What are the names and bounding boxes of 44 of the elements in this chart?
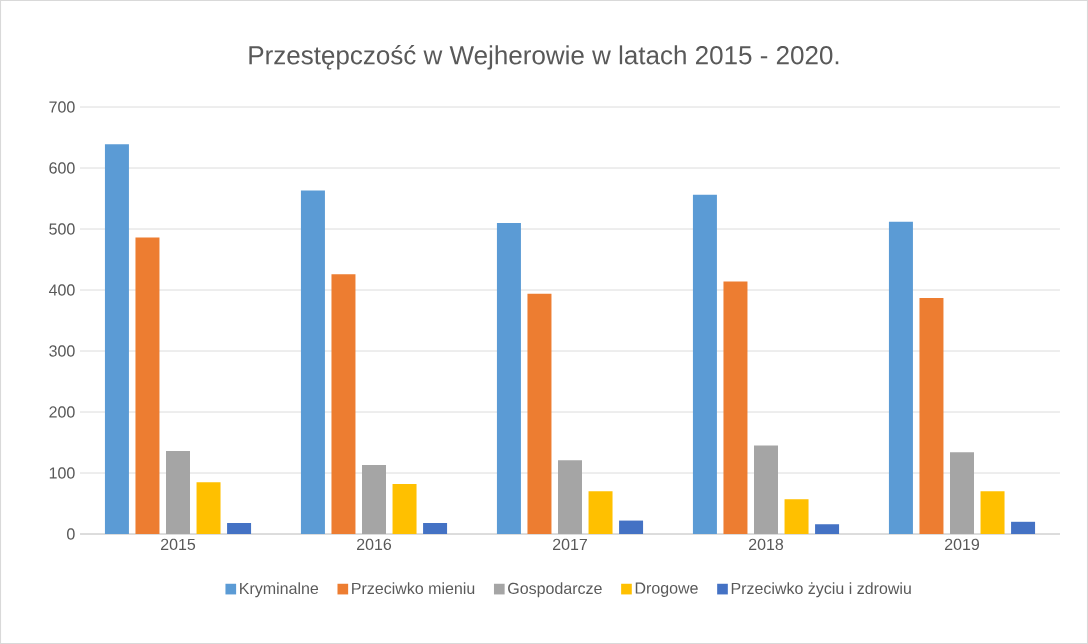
bar (888, 221, 913, 534)
y-tick-label: 400 (48, 284, 75, 296)
bar (558, 460, 582, 534)
legend-label: Przeciwko życiu i zdrowiu (731, 582, 911, 598)
bar (423, 523, 448, 534)
bar (723, 281, 748, 534)
y-tick-label: 300 (49, 345, 75, 357)
y-tick-label: 600 (49, 162, 75, 174)
bar (227, 523, 252, 534)
bar (815, 524, 840, 534)
bar (919, 297, 944, 534)
x-tick-label: 2019 (945, 538, 980, 551)
bar (166, 451, 191, 534)
legend-label: Przeciwko mieniu (352, 582, 475, 595)
legend-label: Drogowe (635, 582, 698, 597)
x-tick-label: 2015 (161, 538, 196, 551)
bar (104, 144, 129, 534)
bar (588, 491, 613, 534)
bar (362, 465, 386, 534)
bar (950, 452, 974, 534)
x-tick-label: 2018 (749, 538, 784, 551)
legend-label: Kryminalne (240, 582, 319, 598)
bar (1011, 521, 1036, 534)
bar (392, 483, 417, 534)
chart-title: Przestępczość w Wejherowie w latach 2015 - 2020. (249, 45, 839, 70)
legend-label: Gospodarcze (508, 582, 602, 598)
y-tick-label: 500 (49, 223, 75, 235)
bar (135, 237, 160, 534)
y-tick-label: 200 (49, 406, 75, 418)
bar (331, 274, 356, 534)
y-tick-label: 100 (49, 467, 75, 479)
bar (527, 293, 552, 534)
bar (496, 222, 521, 534)
y-tick-label: 700 (49, 101, 75, 113)
x-tick-label: 2016 (357, 538, 392, 551)
bar (300, 190, 325, 534)
bar (754, 445, 778, 534)
bar (980, 491, 1005, 534)
x-tick-label: 2017 (553, 538, 587, 551)
bar (619, 520, 644, 534)
bar (196, 482, 221, 534)
y-tick-label: 0 (67, 528, 75, 540)
bar (692, 194, 717, 534)
bar (784, 499, 809, 534)
